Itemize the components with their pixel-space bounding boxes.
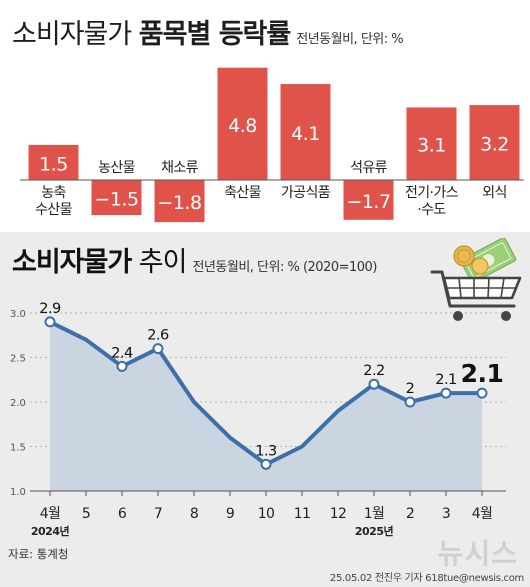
y-tick-label: 1.0 [10, 487, 26, 498]
y-tick-label: 2.0 [10, 398, 26, 409]
latest-value-label: 2.1 [461, 359, 504, 388]
year-label: 2025년 [355, 524, 394, 538]
bar-value-label: −1.7 [346, 191, 390, 213]
bar-chart-title: 소비자물가 품목별 등락률 전년동월비, 단위: % [12, 12, 404, 51]
y-tick-label: 3.0 [10, 309, 26, 320]
title2-light: 추이 [138, 247, 188, 278]
bar-category-label: 채소류 [161, 160, 199, 176]
x-tick-label: 11 [294, 506, 311, 522]
data-point-label: 2.4 [111, 345, 133, 361]
data-point-label: 1.3 [255, 443, 277, 459]
data-point-label: 2.6 [147, 328, 169, 344]
data-point [116, 360, 128, 372]
data-point [368, 378, 380, 390]
data-point-label: 2.9 [39, 301, 61, 317]
bar-category-label: 농산물 [98, 160, 136, 176]
data-point-label: 2 [406, 381, 415, 397]
bar-value-label: 4.1 [291, 123, 320, 145]
data-point-label: 2.1 [435, 372, 457, 388]
bar-6 [406, 107, 457, 180]
x-tick-label: 7 [154, 506, 162, 522]
x-tick-label: 1월 [364, 506, 385, 522]
x-tick-label: 3 [442, 506, 450, 522]
title-subtitle: 전년동월비, 단위: % [296, 32, 404, 47]
shopping-cart-money-icon [430, 238, 522, 321]
bar-3 [217, 67, 268, 180]
line-chart-title: 소비자물가 추이 전년동월비, 단위: % (2020=100) [12, 240, 377, 279]
bar-value-label: −1.5 [94, 189, 138, 211]
y-tick-label: 2.5 [10, 354, 26, 365]
bar-category-label: 축산물 [224, 185, 262, 201]
bar-value-label: 4.8 [228, 115, 257, 137]
data-point [152, 343, 164, 355]
data-point-label: 2.2 [363, 363, 385, 379]
bar-category-label: 외식 [482, 185, 507, 201]
x-tick-label: 12 [330, 506, 347, 522]
bar-value-label: 3.1 [417, 135, 446, 157]
y-tick-label: 1.5 [10, 443, 26, 454]
title-bold: 품목별 등락률 [138, 19, 291, 50]
bar-2 [154, 180, 205, 223]
bar-category-label: 수산물 [35, 202, 73, 218]
title-light: 소비자물가 [12, 19, 132, 50]
source-label: 자료: 통계청 [8, 547, 69, 561]
title2-bold: 소비자물가 [12, 247, 132, 278]
x-tick-label: 6 [118, 506, 127, 522]
bar-value-label: 3.2 [480, 134, 509, 156]
x-tick-label: 2 [406, 506, 414, 522]
bar-category-label: ·수도 [417, 202, 446, 218]
bar-category-label: 전기·가스 [405, 185, 459, 201]
x-tick-label: 5 [82, 506, 90, 522]
bar-7 [469, 105, 520, 180]
bar-value-label: 1.5 [39, 153, 68, 175]
bar-5 [343, 180, 394, 220]
data-point [404, 396, 416, 408]
bar-1 [91, 180, 142, 216]
bar-0 [28, 144, 79, 180]
x-tick-label: 9 [226, 506, 234, 522]
data-point [440, 387, 452, 399]
bar-category-label: 가공식품 [281, 185, 331, 201]
year-label: 2024년 [31, 524, 70, 538]
newsis-logo: 뉴시스 [437, 537, 518, 570]
x-tick-label: 10 [258, 506, 275, 522]
bar-value-label: −1.8 [157, 192, 201, 214]
credit-line: 25.05.02 전진우 기자 618tue@newsis.com [329, 573, 524, 584]
data-point [476, 387, 488, 399]
data-point [44, 316, 56, 328]
x-tick-label: 8 [190, 506, 198, 522]
x-tick-label: 4월 [472, 506, 493, 522]
x-tick-label: 4월 [40, 506, 61, 522]
bar-4 [280, 84, 331, 180]
bar-category-label: 석유류 [350, 160, 388, 176]
title2-subtitle: 전년동월비, 단위: % (2020=100) [192, 260, 377, 275]
bar-category-label: 농축 [41, 185, 66, 201]
data-point [260, 458, 272, 470]
area-fill [50, 321, 482, 491]
